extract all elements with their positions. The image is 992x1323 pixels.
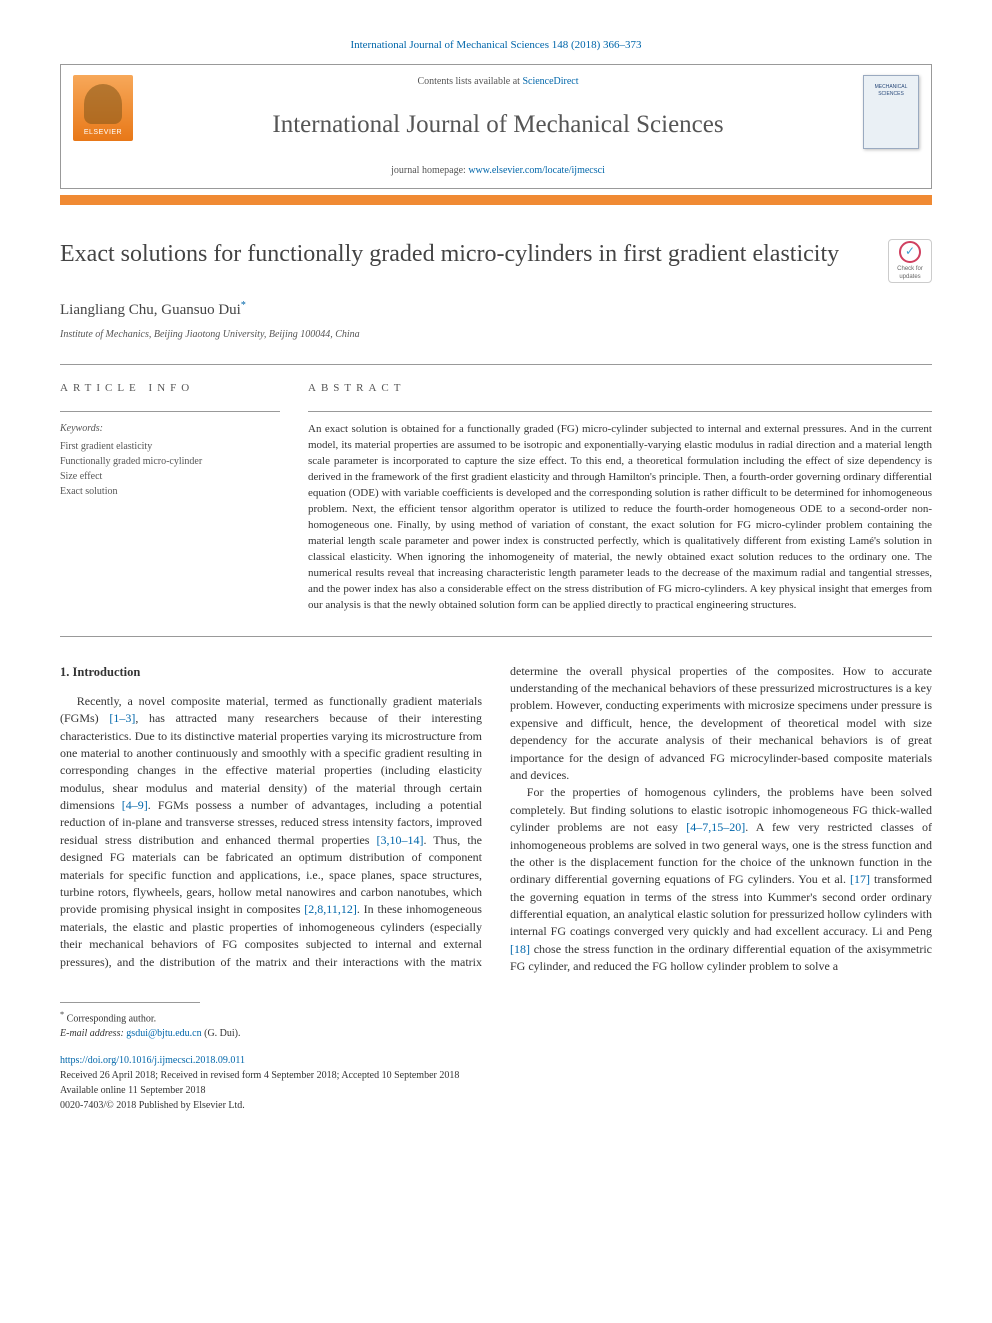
divider-bottom xyxy=(60,636,932,637)
contents-prefix: Contents lists available at xyxy=(417,76,522,87)
journal-cover-thumbnail: MECHANICAL SCIENCES xyxy=(863,75,919,149)
footnotes: * Corresponding author. E-mail address: … xyxy=(60,1009,932,1041)
received-dates: Received 26 April 2018; Received in revi… xyxy=(60,1068,932,1083)
abstract-heading: ABSTRACT xyxy=(308,381,932,397)
citation-link[interactable]: [1–3] xyxy=(109,711,135,725)
citation-link[interactable]: [4–7,15–20] xyxy=(686,820,745,834)
article-info-column: ARTICLE INFO Keywords: First gradient el… xyxy=(60,381,280,613)
homepage-prefix: journal homepage: xyxy=(391,165,468,176)
elsevier-logo: ELSEVIER xyxy=(73,75,133,141)
abstract-column: ABSTRACT An exact solution is obtained f… xyxy=(308,381,932,613)
keyword-item: First gradient elasticity xyxy=(60,439,280,454)
keyword-item: Size effect xyxy=(60,469,280,484)
orange-divider-bar xyxy=(60,195,932,205)
section-heading-intro: 1. Introduction xyxy=(60,663,482,681)
affiliation: Institute of Mechanics, Beijing Jiaotong… xyxy=(60,328,932,343)
crossmark-badge[interactable]: ✓ Check for updates xyxy=(888,239,932,283)
abstract-divider xyxy=(308,411,932,412)
sciencedirect-link[interactable]: ScienceDirect xyxy=(522,76,578,87)
keywords-list: First gradient elasticity Functionally g… xyxy=(60,439,280,499)
homepage-link[interactable]: www.elsevier.com/locate/ijmecsci xyxy=(468,165,605,176)
header-center: Contents lists available at ScienceDirec… xyxy=(133,75,863,178)
corresponding-marker: * xyxy=(241,300,246,311)
citation-header: International Journal of Mechanical Scie… xyxy=(60,38,932,54)
journal-name: International Journal of Mechanical Scie… xyxy=(147,107,849,143)
email-link[interactable]: gsdui@bjtu.edu.cn xyxy=(126,1028,201,1039)
citation-link[interactable]: [18] xyxy=(510,942,530,956)
journal-header-box: ELSEVIER Contents lists available at Sci… xyxy=(60,64,932,189)
crossmark-check-icon: ✓ xyxy=(899,241,921,263)
article-info-divider xyxy=(60,411,280,412)
crossmark-line2: updates xyxy=(899,273,920,282)
email-label: E-mail address: xyxy=(60,1028,126,1039)
doi-block: https://doi.org/10.1016/j.ijmecsci.2018.… xyxy=(60,1053,932,1113)
article-title: Exact solutions for functionally graded … xyxy=(60,239,868,270)
abstract-text: An exact solution is obtained for a func… xyxy=(308,422,932,613)
copyright-line: 0020-7403/© 2018 Published by Elsevier L… xyxy=(60,1098,932,1113)
available-online: Available online 11 September 2018 xyxy=(60,1083,932,1098)
elsevier-tree-icon xyxy=(84,84,122,124)
article-info-heading: ARTICLE INFO xyxy=(60,381,280,397)
header-row: ELSEVIER Contents lists available at Sci… xyxy=(73,75,919,178)
doi-link[interactable]: https://doi.org/10.1016/j.ijmecsci.2018.… xyxy=(60,1055,245,1066)
info-abstract-row: ARTICLE INFO Keywords: First gradient el… xyxy=(60,365,932,635)
email-suffix: (G. Dui). xyxy=(202,1028,241,1039)
keyword-item: Functionally graded micro-cylinder xyxy=(60,454,280,469)
author-names: Liangliang Chu, Guansuo Dui xyxy=(60,302,241,318)
cover-text: MECHANICAL SCIENCES xyxy=(864,84,918,99)
citation-link[interactable]: [3,10–14] xyxy=(376,833,423,847)
footnote-separator xyxy=(60,1002,200,1003)
authors: Liangliang Chu, Guansuo Dui* xyxy=(60,299,932,322)
citation-link[interactable]: [4–9] xyxy=(122,798,148,812)
body-two-column: 1. Introduction Recently, a novel compos… xyxy=(60,663,932,976)
citation-link[interactable]: [2,8,11,12] xyxy=(304,902,357,916)
corresponding-author-note: * Corresponding author. xyxy=(60,1009,932,1026)
contents-line: Contents lists available at ScienceDirec… xyxy=(147,75,849,90)
homepage-line: journal homepage: www.elsevier.com/locat… xyxy=(147,164,849,179)
email-line: E-mail address: gsdui@bjtu.edu.cn (G. Du… xyxy=(60,1026,932,1041)
body-paragraph: For the properties of homogenous cylinde… xyxy=(510,784,932,975)
title-row: Exact solutions for functionally graded … xyxy=(60,239,932,283)
keywords-heading: Keywords: xyxy=(60,422,280,437)
keyword-item: Exact solution xyxy=(60,484,280,499)
crossmark-line1: Check for xyxy=(897,265,923,274)
page-container: International Journal of Mechanical Scie… xyxy=(0,0,992,1143)
citation-link[interactable]: [17] xyxy=(850,872,870,886)
publisher-name: ELSEVIER xyxy=(84,128,122,138)
